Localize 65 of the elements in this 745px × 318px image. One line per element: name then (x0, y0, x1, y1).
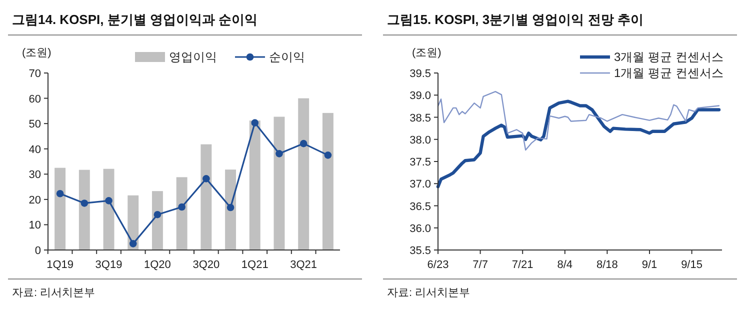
legend-label: 3개월 평균 컨센서스 (614, 50, 724, 64)
x-tick-label: 1Q21 (241, 259, 268, 271)
y-tick-label: 70 (28, 68, 41, 80)
point (226, 204, 234, 212)
legend-label: 순이익 (269, 50, 305, 64)
y-axis-title: (조원) (412, 47, 442, 59)
x-tick-label: 6/23 (427, 259, 449, 271)
y-tick-label: 60 (28, 93, 41, 106)
bar (249, 120, 260, 250)
y-tick-label: 20 (28, 194, 41, 206)
y-tick-label: 30 (28, 169, 41, 182)
bar (200, 144, 212, 250)
y-axis-title: (조원) (22, 47, 52, 59)
line-series (437, 90, 720, 151)
y-tick-label: 35.5 (410, 245, 431, 257)
bar (322, 112, 334, 250)
x-tick-label: 1Q19 (46, 259, 74, 271)
y-tick-label: 50 (28, 118, 41, 131)
point (276, 150, 283, 158)
bar (78, 170, 90, 250)
point (154, 210, 162, 218)
y-tick-label: 38.5 (410, 112, 431, 124)
bar (298, 98, 310, 250)
x-tick-label: 9/1 (642, 259, 658, 271)
point (300, 140, 308, 148)
x-tick-label: 3Q19 (95, 259, 122, 271)
legend-label: 영업이익 (169, 50, 217, 64)
y-tick-label: 10 (28, 220, 41, 232)
y-tick-label: 37.0 (410, 178, 431, 191)
x-tick-label: 9/15 (681, 259, 702, 271)
chart-title: 그림14. KOSPI, 분기별 영업이익과 순이익 (12, 12, 258, 27)
x-tick-label: 7/21 (512, 259, 534, 271)
legend-label: 1개월 평균 컨센서스 (614, 66, 724, 80)
chart-title: 그림15. KOSPI, 3분기별 영업이익 전망 추이 (387, 12, 644, 27)
bar (176, 177, 188, 250)
y-tick-label: 39.5 (410, 68, 431, 80)
bar (54, 168, 66, 250)
x-tick-label: 8/4 (557, 259, 573, 271)
point (324, 152, 332, 159)
bar (225, 170, 236, 250)
y-tick-label: 36.5 (410, 200, 431, 213)
x-tick-label: 1Q20 (144, 259, 171, 271)
bar (103, 168, 114, 250)
text: 자료: 리서치본부 (12, 287, 96, 299)
y-tick-label: 38.0 (410, 134, 431, 146)
point (129, 240, 137, 248)
x-tick-label: 3Q20 (192, 259, 220, 271)
text: 자료: 리서치본부 (387, 287, 470, 299)
point (80, 200, 88, 207)
x-tick-label: 3Q21 (290, 259, 318, 271)
x-tick-label: 8/18 (596, 259, 618, 271)
line-series (436, 100, 721, 188)
y-tick-label: 36.0 (410, 222, 431, 235)
y-tick-label: 40 (28, 144, 41, 156)
point (202, 175, 210, 182)
point (178, 203, 186, 211)
y-tick-label: 0 (34, 245, 41, 257)
bar (152, 191, 163, 250)
y-tick-label: 39.0 (410, 90, 431, 102)
x-tick-label: 7/7 (472, 259, 488, 271)
bar (274, 116, 285, 250)
y-tick-label: 37.5 (410, 156, 431, 168)
point (56, 190, 64, 198)
point (105, 197, 112, 204)
point (251, 119, 259, 126)
